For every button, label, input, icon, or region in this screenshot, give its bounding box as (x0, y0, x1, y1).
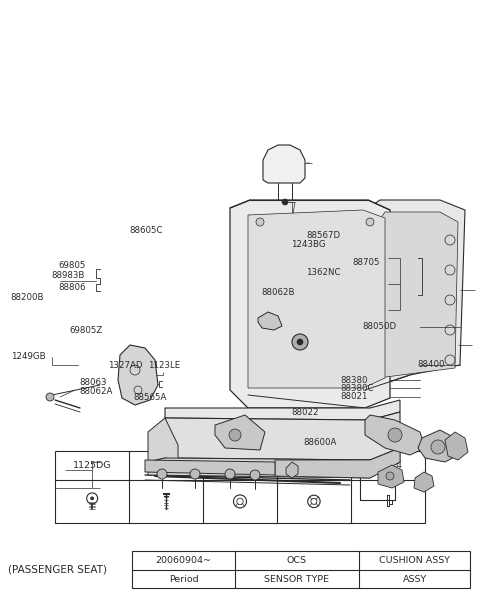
Text: 1339BC: 1339BC (221, 460, 259, 470)
Polygon shape (378, 212, 458, 378)
Text: 88063: 88063 (79, 378, 107, 387)
Text: ASSY: ASSY (402, 575, 427, 583)
Text: 69805: 69805 (59, 261, 86, 270)
Text: 1249GA: 1249GA (147, 460, 185, 470)
Text: (PASSENGER SEAT): (PASSENGER SEAT) (8, 565, 107, 575)
Circle shape (91, 497, 94, 500)
Text: 1243BG: 1243BG (291, 240, 325, 249)
Text: 88565A: 88565A (133, 393, 167, 402)
Text: 88600A: 88600A (303, 438, 337, 446)
Text: SENSOR TYPE: SENSOR TYPE (264, 575, 329, 583)
Text: 20060904~: 20060904~ (156, 556, 212, 565)
Text: 1362NC: 1362NC (306, 268, 341, 276)
Circle shape (388, 428, 402, 442)
Text: 1339CC: 1339CC (295, 460, 333, 470)
Circle shape (225, 469, 235, 479)
Text: 88705: 88705 (353, 258, 380, 267)
Text: 00824: 00824 (373, 460, 403, 470)
Text: 88062B: 88062B (262, 289, 295, 297)
Text: 1327AD: 1327AD (108, 361, 143, 370)
Circle shape (190, 469, 200, 479)
Text: 69805Z: 69805Z (70, 327, 103, 335)
Text: 88380C: 88380C (341, 384, 374, 392)
Circle shape (386, 472, 394, 480)
Text: 88605C: 88605C (130, 227, 163, 235)
Circle shape (297, 339, 303, 345)
Polygon shape (378, 465, 404, 488)
Text: 88022: 88022 (291, 408, 318, 417)
Polygon shape (215, 415, 265, 450)
Polygon shape (258, 312, 282, 330)
Text: 88380: 88380 (341, 376, 368, 384)
Text: OCS: OCS (287, 556, 307, 565)
Text: 88021: 88021 (341, 392, 368, 401)
Polygon shape (275, 448, 400, 478)
Polygon shape (165, 400, 400, 420)
Circle shape (157, 469, 167, 479)
Polygon shape (248, 210, 385, 388)
Text: 1123LE: 1123LE (148, 361, 180, 370)
Text: 88983B: 88983B (52, 271, 85, 279)
Text: Period: Period (169, 575, 198, 583)
Polygon shape (230, 200, 390, 408)
Bar (55, 451, 425, 523)
Text: 88400: 88400 (418, 360, 445, 369)
Circle shape (256, 218, 264, 226)
Text: 88062A: 88062A (79, 387, 113, 395)
Text: 1249GB: 1249GB (11, 352, 45, 360)
Polygon shape (263, 145, 305, 183)
Text: CUSHION ASSY: CUSHION ASSY (379, 556, 450, 565)
Text: 88806: 88806 (59, 284, 86, 292)
Bar (132, 551, 470, 588)
Polygon shape (365, 415, 425, 455)
Circle shape (250, 470, 260, 480)
Circle shape (292, 334, 308, 350)
Circle shape (366, 218, 374, 226)
Polygon shape (445, 432, 468, 460)
Polygon shape (118, 345, 158, 405)
Polygon shape (165, 412, 400, 460)
Polygon shape (145, 460, 275, 475)
Polygon shape (148, 418, 178, 462)
Polygon shape (414, 472, 434, 492)
Text: 88200B: 88200B (11, 293, 44, 301)
Text: 88567D: 88567D (306, 231, 340, 240)
Polygon shape (148, 448, 400, 478)
Polygon shape (286, 462, 298, 478)
Circle shape (229, 429, 241, 441)
Text: 1125DG: 1125DG (73, 460, 111, 470)
Circle shape (46, 393, 54, 401)
Circle shape (282, 199, 288, 205)
Polygon shape (365, 200, 465, 390)
Polygon shape (418, 430, 458, 462)
Circle shape (431, 440, 445, 454)
Text: 88050D: 88050D (362, 322, 396, 331)
